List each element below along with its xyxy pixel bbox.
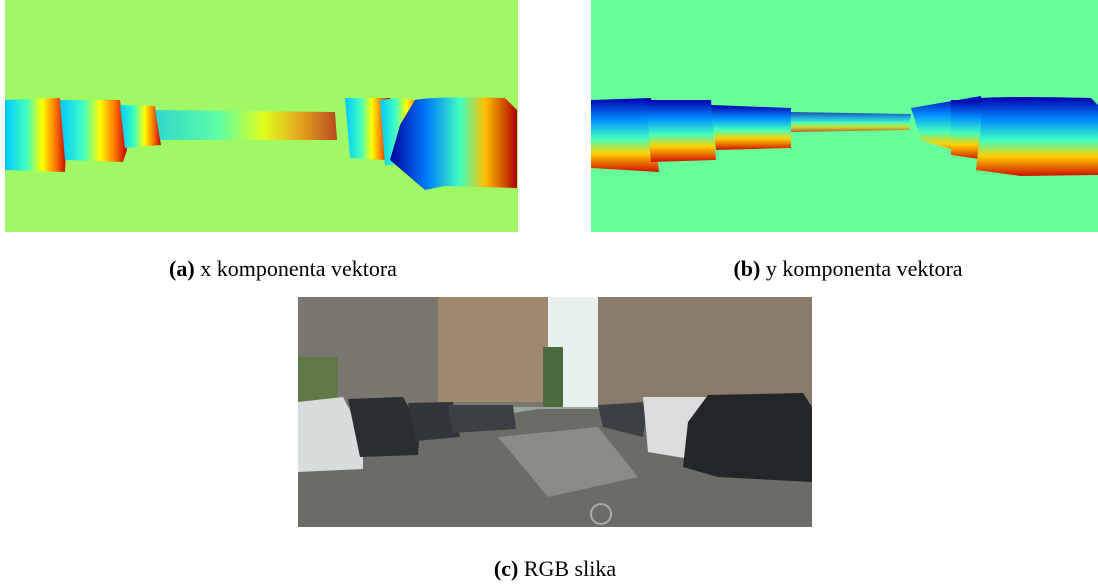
rgb-image — [298, 297, 812, 527]
caption-a: (a) x komponenta vektora — [169, 256, 397, 282]
caption-text: x komponenta vektora — [200, 256, 397, 281]
flow-x-image — [5, 0, 518, 232]
caption-label: (c) — [494, 556, 518, 581]
caption-text: y komponenta vektora — [766, 256, 963, 281]
page: (a) x komponenta vektora (b) y komponent… — [0, 0, 1098, 585]
caption-text: RGB slika — [524, 556, 616, 581]
caption-label: (b) — [733, 256, 760, 281]
flow-y-image — [591, 0, 1098, 232]
caption-label: (a) — [169, 256, 195, 281]
caption-c: (c) RGB slika — [494, 556, 616, 582]
caption-b: (b) y komponenta vektora — [733, 256, 962, 282]
